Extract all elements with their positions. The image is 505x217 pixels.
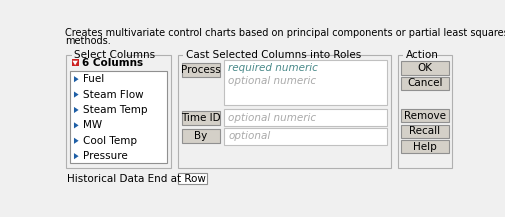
Text: By: By — [194, 131, 208, 141]
Text: Creates multivariate control charts based on principal components or partial lea: Creates multivariate control charts base… — [66, 28, 505, 38]
Text: MW: MW — [83, 120, 103, 130]
Text: Help: Help — [413, 141, 437, 151]
Text: .: . — [188, 174, 192, 184]
Bar — [72, 59, 79, 66]
Text: Select Columns: Select Columns — [74, 50, 155, 60]
Bar — [182, 111, 221, 125]
Bar — [178, 173, 207, 184]
Text: optional: optional — [228, 131, 271, 141]
Polygon shape — [74, 122, 79, 128]
Polygon shape — [74, 76, 79, 82]
Bar — [178, 55, 391, 168]
Bar — [182, 129, 221, 143]
Text: Fuel: Fuel — [83, 74, 105, 84]
Polygon shape — [74, 153, 79, 159]
Text: Recall: Recall — [410, 126, 440, 136]
Bar — [401, 61, 449, 75]
Bar — [401, 109, 449, 122]
Text: Time ID: Time ID — [181, 113, 221, 123]
Bar — [70, 71, 167, 163]
Text: optional numeric: optional numeric — [228, 76, 316, 86]
Text: OK: OK — [418, 63, 433, 73]
Text: Cancel: Cancel — [408, 78, 443, 88]
Bar — [72, 51, 126, 60]
Text: Cool Temp: Cool Temp — [83, 136, 137, 146]
Polygon shape — [72, 61, 78, 65]
Text: Historical Data End at Row: Historical Data End at Row — [67, 174, 206, 184]
Text: Cast Selected Columns into Roles: Cast Selected Columns into Roles — [185, 50, 361, 60]
Polygon shape — [74, 138, 79, 144]
Text: methods.: methods. — [66, 36, 111, 46]
Text: optional numeric: optional numeric — [228, 113, 316, 123]
Text: Steam Flow: Steam Flow — [83, 90, 144, 100]
Bar — [224, 109, 387, 126]
Bar — [183, 51, 302, 60]
Bar — [401, 125, 449, 138]
Text: Process: Process — [181, 65, 221, 75]
Bar — [403, 51, 429, 60]
Text: 6 Columns: 6 Columns — [82, 58, 143, 68]
Bar — [66, 55, 171, 168]
Text: Pressure: Pressure — [83, 151, 128, 161]
Bar — [398, 55, 452, 168]
Bar — [182, 63, 221, 77]
Bar — [401, 140, 449, 153]
Text: Remove: Remove — [404, 111, 446, 121]
Polygon shape — [74, 107, 79, 113]
Text: Steam Temp: Steam Temp — [83, 105, 148, 115]
Text: Action: Action — [406, 50, 438, 60]
Bar — [401, 77, 449, 90]
Bar — [224, 128, 387, 145]
Polygon shape — [74, 92, 79, 98]
Text: required numeric: required numeric — [228, 63, 318, 73]
Bar — [224, 60, 387, 105]
